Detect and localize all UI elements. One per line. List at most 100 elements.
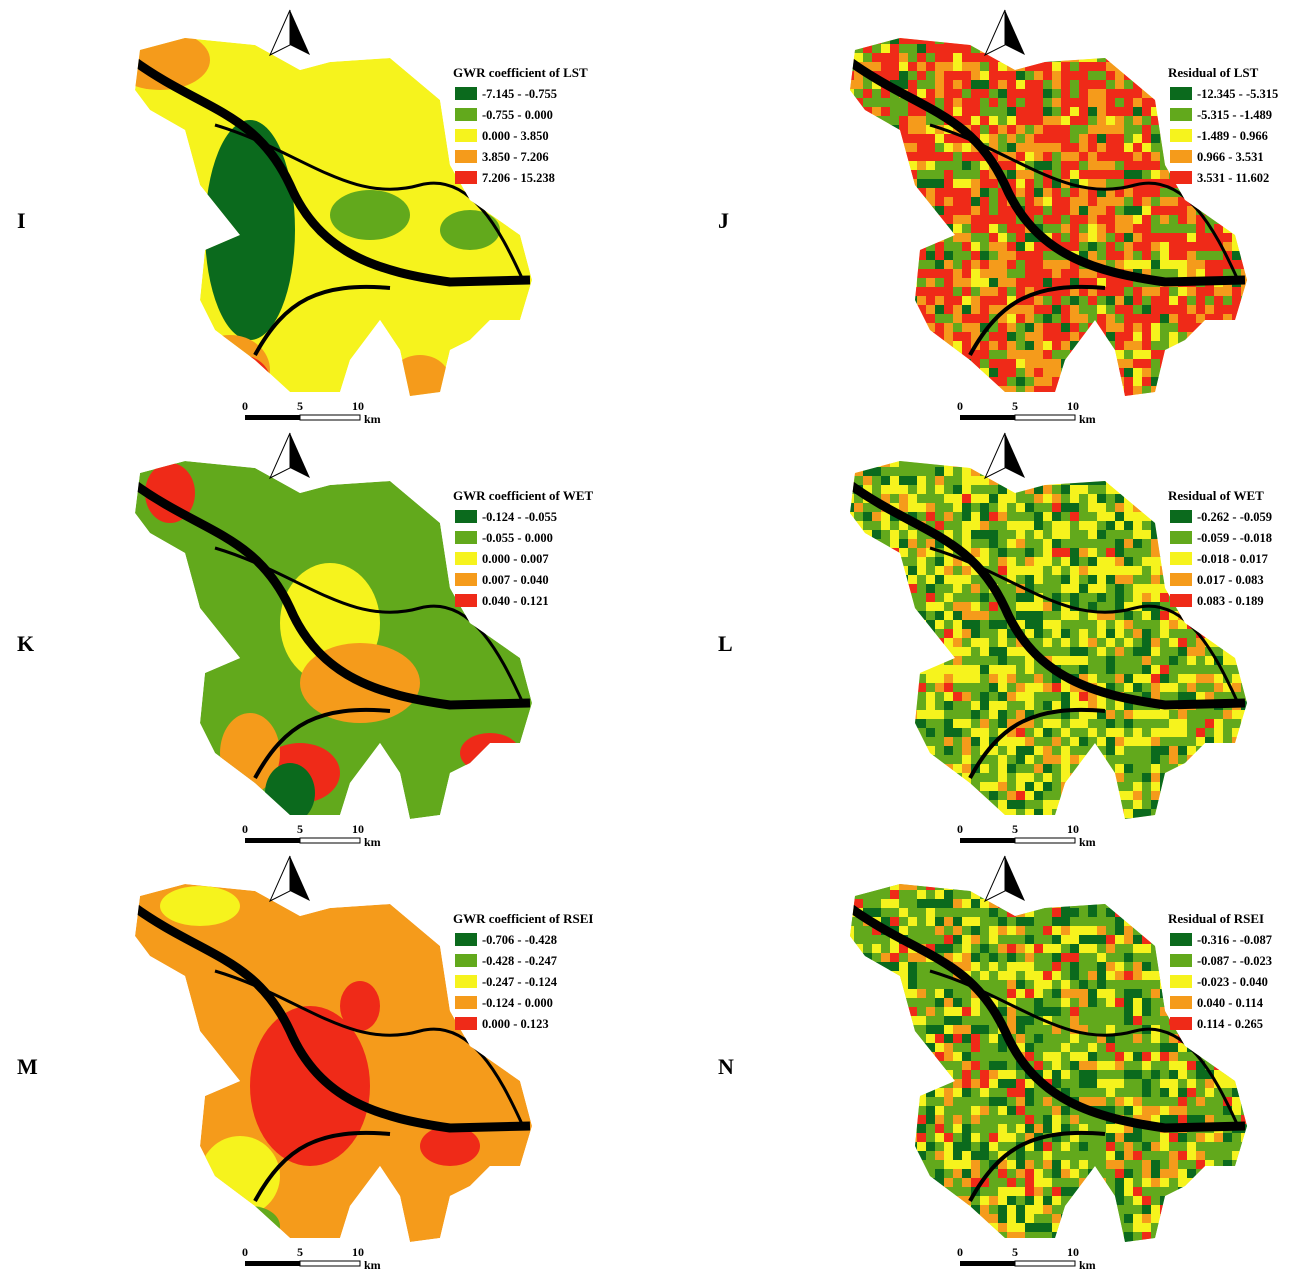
- scale-label: 0: [242, 822, 248, 836]
- map-cell: [1061, 755, 1070, 764]
- map-cell: [1061, 971, 1070, 980]
- map-cell: [863, 1178, 872, 1187]
- map-cell: [890, 161, 899, 170]
- map-cell: [1016, 323, 1025, 332]
- map-cell: [890, 233, 899, 242]
- map-cell: [1151, 665, 1160, 674]
- map-cell: [881, 1196, 890, 1205]
- map-cell: [953, 296, 962, 305]
- map-cell: [1169, 737, 1178, 746]
- map-cell: [1052, 395, 1061, 404]
- map-cell: [863, 161, 872, 170]
- map-cell: [926, 1007, 935, 1016]
- map-cell: [1115, 341, 1124, 350]
- map-cell: [917, 1034, 926, 1043]
- map-cell: [1025, 881, 1034, 890]
- map-cell: [944, 53, 953, 62]
- map-cell: [1043, 809, 1052, 818]
- map-cell: [917, 620, 926, 629]
- map-cell: [926, 1241, 935, 1250]
- map-cell: [1079, 197, 1088, 206]
- map-cell: [917, 638, 926, 647]
- map-cell: [863, 881, 872, 890]
- map-cell: [1043, 314, 1052, 323]
- map-cell: [1034, 188, 1043, 197]
- map-cell: [1178, 800, 1187, 809]
- map-cell: [1007, 638, 1016, 647]
- map-cell: [1115, 503, 1124, 512]
- map-cell: [989, 1214, 998, 1223]
- legend-swatch: [455, 87, 477, 100]
- map-cell: [1160, 530, 1169, 539]
- map-cell: [1133, 683, 1142, 692]
- map-cell: [854, 782, 863, 791]
- map-cell: [1169, 710, 1178, 719]
- map-cell: [1079, 1007, 1088, 1016]
- map-cell: [863, 224, 872, 233]
- map-cell: [962, 368, 971, 377]
- map-cell: [926, 1151, 935, 1160]
- map-cell: [872, 1079, 881, 1088]
- map-cell: [1196, 809, 1205, 818]
- map-cell: [1160, 764, 1169, 773]
- map-cell: [1088, 242, 1097, 251]
- legend-entry: -0.706 - -0.428: [482, 933, 557, 947]
- map-cell: [872, 755, 881, 764]
- map-cell: [1043, 962, 1052, 971]
- map-cell: [1052, 116, 1061, 125]
- map-cell: [845, 629, 854, 638]
- scale-label: 0: [957, 399, 963, 413]
- map-cell: [1142, 377, 1151, 386]
- map-cell: [872, 305, 881, 314]
- map-cell: [1214, 197, 1223, 206]
- map-cell: [845, 1187, 854, 1196]
- map-cell: [881, 980, 890, 989]
- map-cell: [953, 377, 962, 386]
- map-cell: [1043, 206, 1052, 215]
- map-cell: [899, 332, 908, 341]
- map-cell: [1187, 332, 1196, 341]
- map-cell: [899, 1223, 908, 1232]
- map-cell: [890, 1223, 899, 1232]
- map-cell: [1097, 791, 1106, 800]
- map-cell: [908, 107, 917, 116]
- map-cell: [1061, 989, 1070, 998]
- map-cell: [1088, 809, 1097, 818]
- map-cell: [962, 1241, 971, 1250]
- map-cell: [998, 548, 1007, 557]
- map-cell: [989, 908, 998, 917]
- map-cell: [1070, 89, 1079, 98]
- map-cell: [935, 1106, 944, 1115]
- legend-entry: 3.531 - 11.602: [1197, 171, 1269, 185]
- map-cell: [1187, 683, 1196, 692]
- map-cell: [917, 278, 926, 287]
- map-cell: [1097, 935, 1106, 944]
- map-cell: [1151, 242, 1160, 251]
- map-cell: [890, 215, 899, 224]
- map-cell: [1196, 341, 1205, 350]
- map-cell: [1187, 269, 1196, 278]
- map-cell: [962, 710, 971, 719]
- map-cell: [980, 1205, 989, 1214]
- map-cell: [989, 755, 998, 764]
- map-cell: [1061, 458, 1070, 467]
- map-cell: [953, 1079, 962, 1088]
- map-cell: [998, 782, 1007, 791]
- map-cell: [1133, 773, 1142, 782]
- map-cell: [980, 719, 989, 728]
- map-cell: [881, 1124, 890, 1133]
- map-cell: [971, 116, 980, 125]
- map-cell: [1097, 629, 1106, 638]
- map-cell: [953, 998, 962, 1007]
- map-cell: [971, 899, 980, 908]
- map-cell: [1034, 611, 1043, 620]
- map-cell: [881, 1142, 890, 1151]
- map-cell: [935, 1097, 944, 1106]
- map-cell: [881, 242, 890, 251]
- map-cell: [971, 161, 980, 170]
- map-cell: [1061, 53, 1070, 62]
- map-cell: [944, 935, 953, 944]
- map-cell: [1169, 656, 1178, 665]
- map-cell: [1232, 719, 1241, 728]
- map-cell: [881, 773, 890, 782]
